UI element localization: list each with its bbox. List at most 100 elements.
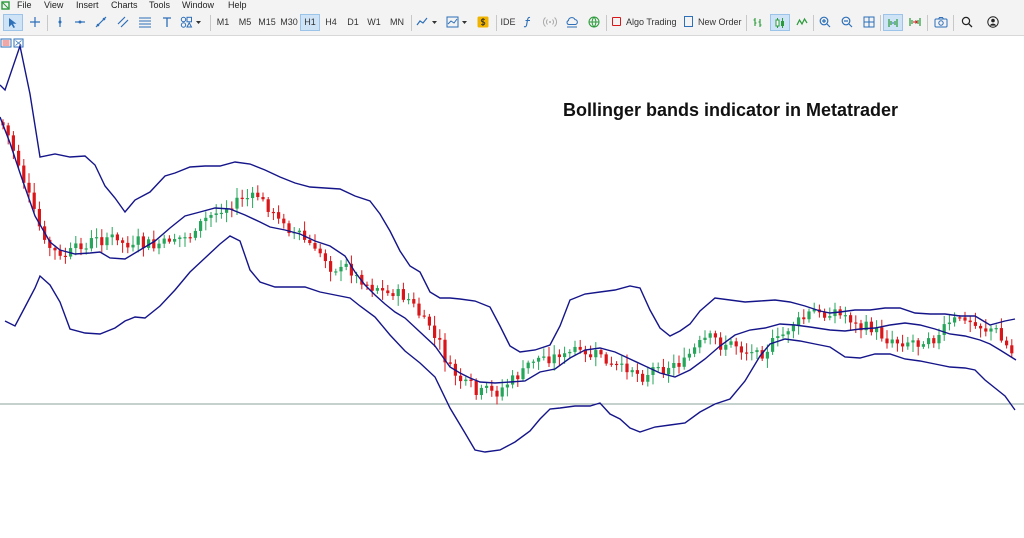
candle-body — [167, 238, 171, 242]
candle-body — [797, 317, 801, 326]
candle-body — [48, 239, 52, 248]
cursor-tool-button[interactable] — [3, 14, 23, 31]
candle-body — [193, 230, 197, 238]
candle-body — [235, 197, 239, 209]
candle-body — [880, 327, 884, 339]
candle-body — [968, 320, 972, 323]
trendline-button[interactable] — [91, 14, 111, 31]
candle-body — [999, 328, 1003, 341]
menu-help[interactable]: Help — [228, 0, 247, 10]
equidistant-channel-button[interactable] — [113, 14, 133, 31]
menu-tools[interactable]: Tools — [149, 0, 171, 10]
candle-body — [485, 385, 489, 388]
candle-body — [516, 375, 520, 380]
menu-bar: File View Insert Charts Tools Window Hel… — [0, 0, 1024, 11]
timeframe-m30[interactable]: M30 — [280, 17, 298, 27]
chart-shift-button[interactable] — [905, 14, 925, 31]
candle-body — [776, 336, 780, 339]
candle-body — [355, 274, 359, 277]
candle-body — [765, 351, 769, 359]
candle-body — [178, 237, 182, 240]
candlestick-button[interactable] — [770, 14, 790, 31]
candle-body — [947, 322, 951, 325]
price-chart[interactable] — [0, 36, 1024, 538]
templates-button[interactable] — [444, 14, 472, 31]
timeframe-m15[interactable]: M15 — [258, 17, 276, 27]
candle-body — [53, 247, 57, 251]
vps-button[interactable] — [562, 14, 582, 31]
candle-body — [859, 323, 863, 331]
market-button[interactable] — [473, 14, 493, 31]
candle-body — [349, 263, 353, 276]
candle-body — [973, 322, 977, 326]
screenshot-button[interactable] — [931, 14, 951, 31]
candle-body — [635, 370, 639, 374]
signals-button[interactable] — [540, 14, 560, 31]
menu-file[interactable]: File — [17, 0, 32, 10]
candle-body — [563, 353, 567, 358]
menu-charts[interactable]: Charts — [111, 0, 138, 10]
candle-body — [136, 236, 140, 245]
shapes-button[interactable] — [178, 14, 206, 31]
candle-body — [641, 373, 645, 382]
candle-body — [240, 197, 244, 199]
function-button[interactable] — [518, 14, 538, 31]
menu-insert[interactable]: Insert — [76, 0, 99, 10]
candle-body — [256, 192, 260, 198]
timeframe-d1[interactable]: D1 — [347, 17, 359, 27]
vertical-line-icon — [58, 17, 62, 27]
crosshair-button[interactable] — [25, 14, 45, 31]
vertical-line-button[interactable] — [50, 14, 70, 31]
candle-body — [875, 327, 879, 333]
indicators-button[interactable] — [414, 14, 442, 31]
candle-body — [568, 351, 572, 354]
shapes-icon — [180, 16, 201, 28]
candle-body — [953, 317, 957, 323]
candle-body — [375, 288, 379, 291]
zoom-in-button[interactable] — [815, 14, 835, 31]
line-chart-button[interactable] — [792, 14, 812, 31]
timeframe-mn[interactable]: MN — [390, 17, 404, 27]
candle-body — [479, 387, 483, 395]
indicator-icon — [416, 17, 437, 26]
candle-body — [323, 253, 327, 262]
timeframe-h4[interactable]: H4 — [325, 17, 337, 27]
bar-chart-button[interactable] — [748, 14, 768, 31]
timeframe-m5[interactable]: M5 — [238, 17, 252, 27]
candle-body — [105, 237, 109, 246]
bollinger-upper-band — [0, 43, 1016, 353]
candle-body — [459, 375, 463, 382]
auto-scroll-icon — [888, 19, 898, 27]
tile-windows-button[interactable] — [859, 14, 879, 31]
candle-body — [916, 340, 920, 347]
timeframe-h1[interactable]: H1 — [300, 14, 320, 31]
candle-body — [448, 362, 452, 364]
horizontal-line-button[interactable] — [70, 14, 90, 31]
candle-body — [188, 237, 192, 239]
bollinger-lower-band — [4, 235, 1016, 453]
new-order-button[interactable]: New Order — [684, 14, 742, 31]
candle-body — [667, 367, 671, 375]
account-button[interactable] — [983, 14, 1003, 31]
candle-body — [287, 223, 291, 234]
timeframe-m1[interactable]: M1 — [216, 17, 230, 27]
candle-body — [303, 230, 307, 240]
algo-trading-button[interactable]: Algo Trading — [612, 14, 678, 31]
zoom-out-button[interactable] — [837, 14, 857, 31]
candle-body — [526, 362, 530, 369]
candle-body — [906, 342, 910, 347]
search-button[interactable] — [957, 14, 977, 31]
candle-body — [84, 248, 88, 250]
ide-button[interactable]: IDE — [500, 17, 516, 27]
menu-window[interactable]: Window — [182, 0, 215, 10]
candle-body — [173, 239, 177, 242]
community-button[interactable] — [584, 14, 604, 31]
crosshair-icon — [30, 17, 40, 27]
fibonacci-button[interactable] — [135, 14, 155, 31]
trendline-icon — [95, 16, 107, 28]
menu-view[interactable]: View — [44, 0, 64, 10]
toolbar-separator — [496, 15, 497, 31]
text-tool-button[interactable] — [157, 14, 177, 31]
timeframe-w1[interactable]: W1 — [367, 17, 381, 27]
auto-scroll-button[interactable] — [883, 14, 903, 31]
